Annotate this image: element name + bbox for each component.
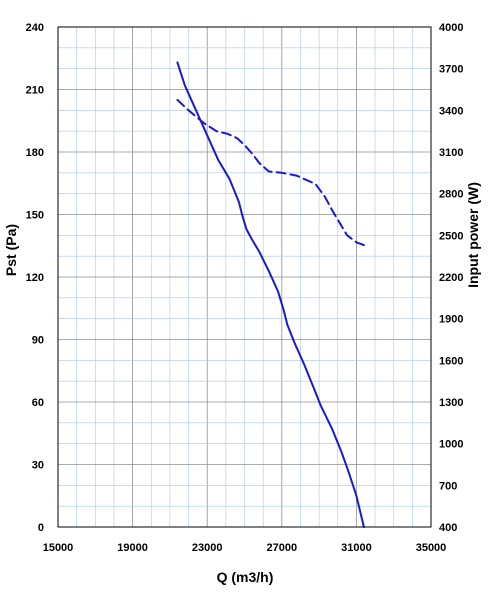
y2-tick-label: 2200 (439, 272, 463, 284)
y2-tick-label: 400 (439, 522, 457, 534)
y-tick-label: 150 (26, 210, 44, 222)
x-tick-label: 35000 (416, 542, 447, 554)
tick-labels: 15000 19000 23000 27000 31000 35000 0 30 60 90 120… (26, 22, 464, 554)
y-tick-label: 210 (26, 85, 44, 97)
x-tick-label: 27000 (267, 542, 298, 554)
y2-tick-label: 3100 (439, 147, 463, 159)
x-tick-label: 31000 (341, 542, 372, 554)
y2-tick-label: 1900 (439, 314, 463, 326)
y2-tick-label: 700 (439, 480, 457, 492)
plot-frame (57, 26, 432, 528)
x-tick-label: 19000 (117, 542, 148, 554)
y-axis-title: Pst (Pa) (3, 224, 19, 276)
y-tick-label: 240 (26, 22, 44, 34)
y2-tick-label: 1000 (439, 439, 463, 451)
grid (58, 27, 431, 527)
y2-tick-label: 3400 (439, 105, 463, 117)
series-layer (176, 61, 365, 528)
y-tick-label: 90 (32, 335, 44, 347)
pressure-curve-line (176, 61, 365, 528)
power-curve-line (176, 98, 365, 247)
y2-tick-label: 1300 (439, 397, 463, 409)
x-axis-title: Q (m3/h) (217, 569, 274, 585)
x-tick-label: 15000 (43, 542, 74, 554)
y-tick-label: 60 (32, 397, 44, 409)
y2-tick-label: 3700 (439, 64, 463, 76)
x-tick-label: 23000 (192, 542, 223, 554)
y2-tick-label: 2800 (439, 189, 463, 201)
y2-tick-label: 2500 (439, 230, 463, 242)
y2-tick-label: 4000 (439, 22, 463, 34)
y-tick-label: 120 (26, 272, 44, 284)
y-tick-label: 0 (38, 522, 44, 534)
y2-tick-label: 1600 (439, 355, 463, 367)
y-tick-label: 180 (26, 147, 44, 159)
y2-axis-title: Input power (W) (465, 182, 481, 288)
y-tick-label: 30 (32, 460, 44, 472)
